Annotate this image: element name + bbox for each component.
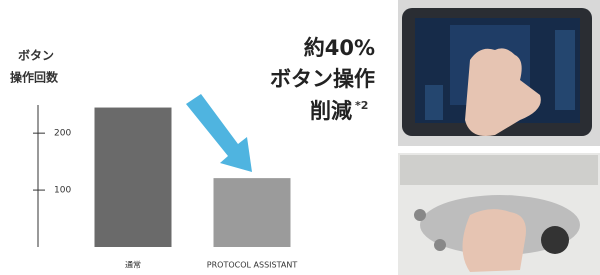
y-tick-label: 200 xyxy=(54,129,71,139)
headline: ボタン操作 xyxy=(270,67,375,91)
x-tick-label: PROTOCOL ASSISTANT xyxy=(207,261,298,270)
footnote-mark: *2 xyxy=(355,99,368,112)
photo-touchscreen xyxy=(398,0,600,146)
y-tick-label: 100 xyxy=(54,186,71,196)
photo-control-panel xyxy=(398,153,600,275)
bar xyxy=(214,178,291,247)
x-tick-label: 通常 xyxy=(125,260,141,270)
headline: 約40% xyxy=(304,36,375,60)
bar xyxy=(95,108,172,247)
arrow xyxy=(186,94,252,172)
headline: 削減 xyxy=(310,99,352,123)
y-axis-title: ボタン xyxy=(18,48,54,63)
y-axis-title: 操作回数 xyxy=(10,70,59,85)
page: ボタン 操作回数 約40% ボタン操作 削減 *2 100 200 通常 PROTOC… xyxy=(0,0,600,275)
